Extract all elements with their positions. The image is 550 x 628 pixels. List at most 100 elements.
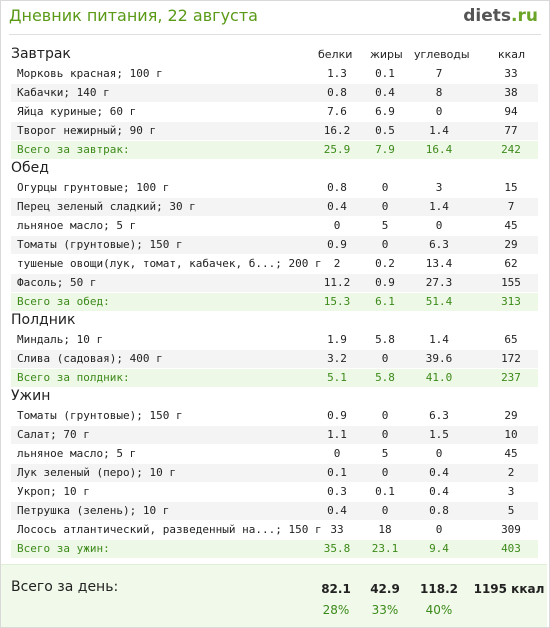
food-name[interactable]: Слива (садовая); 400 г [17, 352, 163, 365]
protein-value: 0.3 [327, 485, 347, 498]
food-name[interactable]: Лосось атлантический, разведенный на...;… [17, 523, 322, 536]
food-row: Миндаль; 10 г 1.9 5.8 1.4 65 [11, 331, 538, 349]
fat-value: 0 [381, 200, 389, 213]
protein-value: 0 [333, 219, 341, 232]
food-name[interactable]: Петрушка (зелень); 10 г [17, 504, 170, 517]
fat-value: 0 [381, 504, 389, 517]
food-name[interactable]: Лук зеленый (перо); 10 г [17, 466, 176, 479]
carbs-value: 1.5 [429, 428, 449, 441]
carbs-value: 0.4 [429, 485, 449, 498]
protein-value: 0.4 [327, 504, 347, 517]
food-name[interactable]: Салат; 70 г [17, 428, 90, 441]
site-logo[interactable]: diets.ru [463, 6, 538, 26]
protein-value: 1.1 [327, 428, 347, 441]
kcal-value: 94 [504, 105, 518, 118]
protein-value: 15.3 [323, 295, 351, 308]
food-name[interactable]: Творог нежирный; 90 г [17, 124, 157, 137]
food-row: Перец зеленый сладкий; 30 г 0.4 0 1.4 7 [11, 198, 538, 216]
kcal-value: 5 [507, 504, 515, 517]
carbs-value: 0 [435, 447, 443, 460]
food-name: Всего за полдник: [17, 371, 130, 384]
day-total-kcal: 1195 ккал [473, 582, 545, 596]
fat-value: 18 [378, 523, 392, 536]
food-name[interactable]: Фасоль; 50 г [17, 276, 97, 289]
food-row: Лук зеленый (перо); 10 г 0.1 0 0.4 2 [11, 464, 538, 482]
protein-value: 2 [333, 257, 341, 270]
protein-value: 11.2 [323, 276, 351, 289]
kcal-value: 62 [504, 257, 518, 270]
meal-total-row: Всего за ужин: 35.8 23.1 9.4 403 [11, 540, 538, 558]
food-name[interactable]: Томаты (грунтовые); 150 г [17, 409, 183, 422]
protein-value: 0.8 [327, 181, 347, 194]
food-name[interactable]: льняное масло; 5 г [17, 447, 137, 460]
food-name: Всего за ужин: [17, 542, 110, 555]
header: Дневник питания, 22 августа diets.ru [9, 6, 538, 30]
food-row: Яйца куриные; 60 г 7.6 6.9 0 94 [11, 103, 538, 121]
day-total-carbs-pct: 40% [425, 603, 453, 617]
carbs-value: 16.4 [425, 143, 453, 156]
food-name[interactable]: тушеные овощи(лук, томат, кабачек, б...;… [17, 257, 322, 270]
food-name[interactable]: Укроп; 10 г [17, 485, 90, 498]
food-row: Слива (садовая); 400 г 3.2 0 39.6 172 [11, 350, 538, 368]
food-name[interactable]: льняное масло; 5 г [17, 219, 137, 232]
kcal-value: 33 [504, 67, 518, 80]
kcal-value: 237 [501, 371, 521, 384]
fat-value: 5.8 [375, 371, 395, 384]
food-name[interactable]: Кабачки; 140 г [17, 86, 110, 99]
carbs-value: 41.0 [425, 371, 453, 384]
food-row: Творог нежирный; 90 г 16.2 0.5 1.4 77 [11, 122, 538, 140]
protein-value: 0.1 [327, 466, 347, 479]
fat-value: 0 [381, 181, 389, 194]
fat-value: 7.9 [375, 143, 395, 156]
fat-value: 0.1 [375, 485, 395, 498]
food-name: Всего за обед: [17, 295, 110, 308]
kcal-value: 29 [504, 409, 518, 422]
protein-value: 0.4 [327, 200, 347, 213]
food-name[interactable]: Перец зеленый сладкий; 30 г [17, 200, 196, 213]
day-total-label: Всего за день: [11, 579, 119, 595]
food-row: Фасоль; 50 г 11.2 0.9 27.3 155 [11, 274, 538, 292]
kcal-value: 172 [501, 352, 521, 365]
protein-value: 16.2 [323, 124, 351, 137]
protein-value: 0 [333, 447, 341, 460]
protein-value: 1.9 [327, 333, 347, 346]
kcal-value: 45 [504, 219, 518, 232]
fat-value: 0 [381, 352, 389, 365]
protein-value: 0.9 [327, 238, 347, 251]
food-name[interactable]: Миндаль; 10 г [17, 333, 104, 346]
carbs-value: 13.4 [425, 257, 453, 270]
carbs-value: 6.3 [429, 409, 449, 422]
food-name[interactable]: Огурцы грунтовые; 100 г [17, 181, 170, 194]
food-row: Укроп; 10 г 0.3 0.1 0.4 3 [11, 483, 538, 501]
fat-value: 0 [381, 238, 389, 251]
carbs-value: 39.6 [425, 352, 453, 365]
section-title: Завтрак [11, 46, 71, 62]
kcal-value: 242 [501, 143, 521, 156]
kcal-value: 7 [507, 200, 515, 213]
section-title: Обед [11, 160, 49, 176]
kcal-value: 77 [504, 124, 518, 137]
fat-value: 5 [381, 447, 389, 460]
carbs-value: 8 [435, 86, 443, 99]
food-name[interactable]: Морковь красная; 100 г [17, 67, 163, 80]
carbs-value: 0 [435, 219, 443, 232]
kcal-value: 45 [504, 447, 518, 460]
carbs-value: 7 [435, 67, 443, 80]
day-total-panel: Всего за день: 82.1 42.9 118.2 1195 ккал… [1, 564, 547, 627]
food-name[interactable]: Яйца куриные; 60 г [17, 105, 137, 118]
food-row: Огурцы грунтовые; 100 г 0.8 0 3 15 [11, 179, 538, 197]
food-row: льняное масло; 5 г 0 5 0 45 [11, 217, 538, 235]
protein-value: 0.9 [327, 409, 347, 422]
meal-total-row: Всего за полдник: 5.1 5.8 41.0 237 [11, 369, 538, 387]
logo-text: diets [463, 6, 512, 26]
carbs-value: 1.4 [429, 333, 449, 346]
fat-value: 0.4 [375, 86, 395, 99]
kcal-value: 15 [504, 181, 518, 194]
fat-value: 5.8 [375, 333, 395, 346]
food-row: Салат; 70 г 1.1 0 1.5 10 [11, 426, 538, 444]
food-row: Морковь красная; 100 г 1.3 0.1 7 33 [11, 65, 538, 83]
kcal-value: 403 [501, 542, 521, 555]
carbs-value: 27.3 [425, 276, 453, 289]
food-name[interactable]: Томаты (грунтовые); 150 г [17, 238, 183, 251]
fat-value: 6.9 [375, 105, 395, 118]
